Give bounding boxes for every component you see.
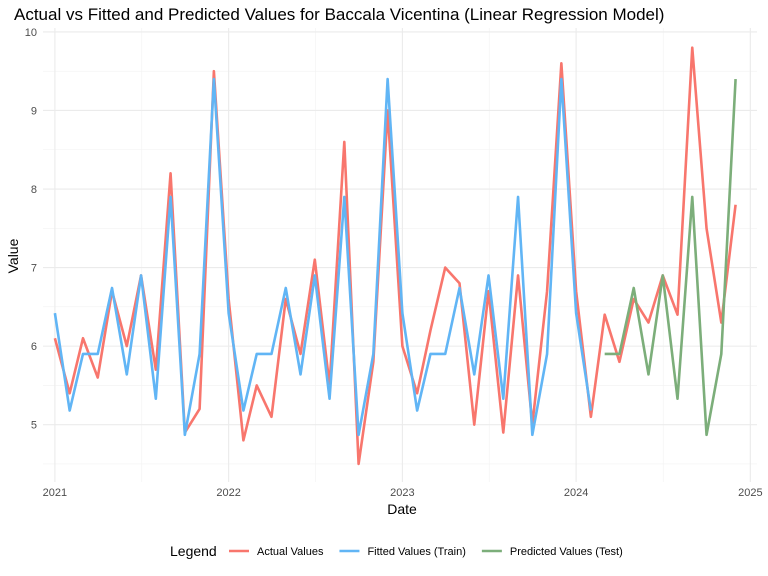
y-tick-label: 10 — [25, 27, 37, 39]
y-tick-label: 6 — [31, 341, 37, 353]
y-tick-label: 7 — [31, 263, 37, 275]
series-line-predicted-values-test — [604, 78, 737, 437]
legend-label-fitted-values-train: Fitted Values (Train) — [367, 546, 465, 558]
legend-label-actual-values: Actual Values — [257, 546, 324, 558]
chart-title: Actual vs Fitted and Predicted Values fo… — [14, 5, 664, 24]
series-line-fitted-values-train — [53, 77, 593, 437]
series-lines — [53, 46, 737, 466]
series-line-actual-values — [53, 46, 737, 466]
legend: Legend Actual Values Fitted Values (Train… — [170, 543, 623, 559]
legend-label-predicted-values-test: Predicted Values (Test) — [510, 546, 623, 558]
x-tick-label: 2023 — [390, 487, 414, 499]
x-axis-ticks: 2021 2022 2023 2024 2025 — [43, 487, 763, 499]
x-tick-label: 2024 — [564, 487, 588, 499]
y-axis-title: Value — [5, 238, 21, 273]
x-tick-label: 2021 — [43, 487, 67, 499]
y-tick-label: 5 — [31, 420, 37, 432]
legend-title: Legend — [170, 543, 217, 559]
y-tick-label: 9 — [31, 105, 37, 117]
x-tick-label: 2025 — [738, 487, 762, 499]
y-axis-ticks: 5 6 7 8 9 10 — [25, 27, 37, 432]
x-tick-label: 2022 — [216, 487, 240, 499]
y-tick-label: 8 — [31, 184, 37, 196]
x-axis-title: Date — [387, 501, 417, 517]
